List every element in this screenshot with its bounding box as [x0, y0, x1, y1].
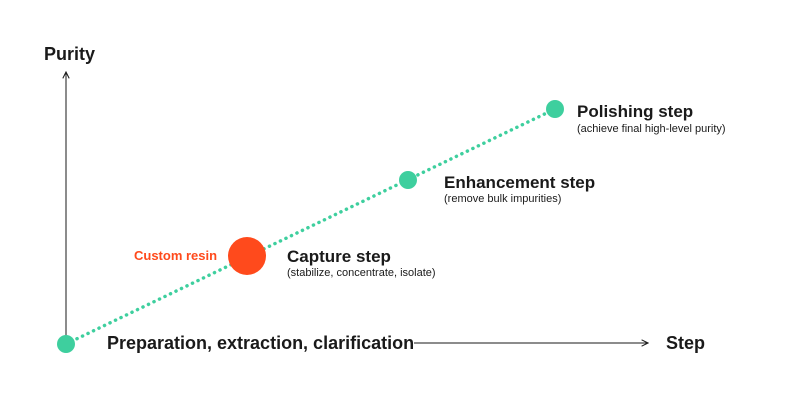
- enhancement-step-subtitle: (remove bulk impurities): [444, 193, 561, 205]
- enhancement-step-title: Enhancement step: [444, 173, 595, 192]
- x-axis-label: Step: [666, 333, 705, 353]
- origin-node: [57, 335, 75, 353]
- progression-dotted-line: [64, 107, 557, 346]
- custom-resin-label: Custom resin: [134, 248, 217, 263]
- polishing-step-node: [546, 100, 564, 118]
- capture-step-node: [228, 237, 266, 275]
- enhancement-step-node: [399, 171, 417, 189]
- y-axis-label: Purity: [44, 44, 95, 64]
- capture-step-title: Capture step: [287, 247, 391, 266]
- polishing-step-title: Polishing step: [577, 102, 693, 121]
- polishing-step-subtitle: (achieve final high-level purity): [577, 123, 726, 135]
- x-origin-label: Preparation, extraction, clarification: [107, 333, 414, 353]
- capture-step-subtitle: (stabilize, concentrate, isolate): [287, 267, 436, 279]
